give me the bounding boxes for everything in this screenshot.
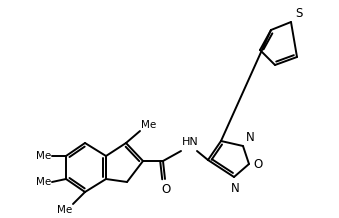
- Text: O: O: [161, 183, 171, 196]
- Text: N: N: [231, 182, 239, 195]
- Text: S: S: [295, 7, 302, 20]
- Text: HN: HN: [182, 137, 199, 147]
- Text: Me: Me: [141, 120, 156, 130]
- Text: N: N: [246, 131, 255, 144]
- Text: Me: Me: [36, 151, 51, 161]
- Text: O: O: [253, 158, 262, 172]
- Text: Me: Me: [57, 205, 72, 215]
- Text: Me: Me: [36, 177, 51, 187]
